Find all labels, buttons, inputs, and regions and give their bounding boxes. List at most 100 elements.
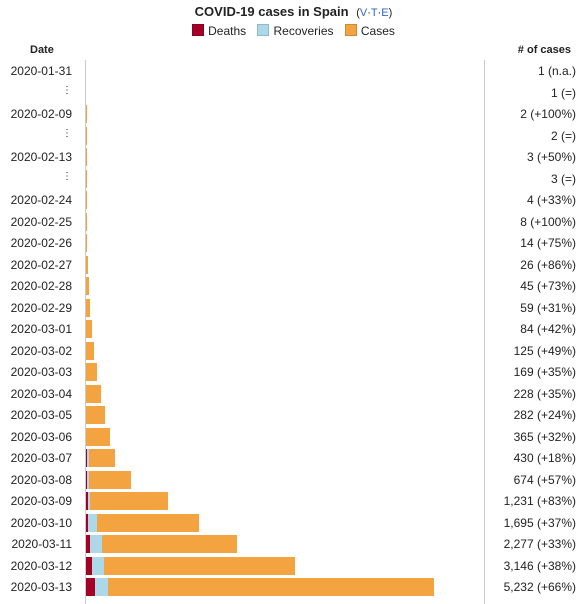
row-case-count: 228 (+35%) [513,386,576,401]
chart-row: 2020-02-09 2 (+100%) [0,103,587,125]
bar-segment-recoveries [89,535,102,553]
chart-row: 2020-01-31 1 (n.a.) [0,60,587,82]
row-date-label: 2020-02-26 [10,236,72,250]
row-date-label: 2020-03-07 [10,451,72,465]
row-case-count: 1 (n.a.) [537,64,576,78]
bar-segment-cases [89,470,131,489]
row-case-count: 45 (+73%) [520,279,576,293]
row-case-count: 84 (+42%) [520,322,576,336]
row-date-label: 2020-03-11 [11,537,73,551]
chart-row: 2020-03-12 3,146 (+38%) [0,555,587,577]
bar-segment-cases [86,427,111,446]
bar-segment-recoveries [91,556,105,575]
stacked-bar [86,341,95,360]
talk-template-link[interactable]: T [370,7,378,19]
vte-separator-1: · [367,7,371,19]
row-date-label: 2020-03-04 [10,386,72,401]
bar-segment-recoveries [94,578,108,596]
chart-legend: Deaths Recoveries Cases [0,24,587,38]
row-date-label: 2020-02-27 [10,257,72,272]
bar-segment-cases [101,535,238,553]
row-case-count: 3 (+50%) [526,150,576,164]
chart-row: 2020-03-06 365 (+32%) [0,426,587,448]
chart-row: 2020-03-01 84 (+42%) [0,318,587,340]
row-date-label: ⋮ [62,84,72,96]
row-case-count: 3,146 (+38%) [503,558,576,573]
legend-item-recoveries: Recoveries [257,24,334,38]
chart-row: 2020-02-26 14 (+75%) [0,232,587,254]
bar-segment-cases [86,384,102,403]
row-case-count: 2 (=) [550,128,576,143]
chart-row: 2020-03-07 430 (+18%) [0,447,587,469]
legend-swatch-deaths [192,24,205,36]
stacked-bar [86,449,115,467]
stacked-bar [86,384,102,403]
bar-segment-recoveries [87,492,91,510]
bar-segment-deaths [86,556,92,575]
stacked-bar [86,470,131,489]
row-case-count: 169 (+35%) [513,365,576,379]
row-case-count: 59 (+31%) [520,300,576,315]
vte-links: (V·T·E) [356,7,393,19]
bar-segment-cases [104,556,296,575]
bar-segment-cases [88,449,115,467]
row-case-count: 2,277 (+33%) [503,537,576,551]
legend-swatch-recoveries [257,24,270,36]
row-date-label: 2020-03-05 [10,408,72,422]
chart-row: 2020-03-05 282 (+24%) [0,404,587,426]
row-date-label: 2020-03-09 [10,494,72,508]
legend-label-recoveries: Recoveries [273,24,334,38]
stacked-bar [86,298,90,317]
bar-segment-deaths [86,470,88,489]
legend-label-cases: Cases [360,24,395,38]
vte-separator-2: · [377,7,382,19]
legend-swatch-cases [344,24,357,36]
chart-row: 2020-02-27 26 (+86%) [0,254,587,276]
legend-item-cases: Cases [344,24,395,38]
bar-segment-cases [86,341,95,360]
row-date-label: 2020-02-29 [10,300,72,315]
bar-segment-deaths [86,513,89,532]
chart-row: 2020-03-04 228 (+35%) [0,383,587,405]
view-template-link[interactable]: V [359,7,368,19]
bar-segment-cases [90,492,168,510]
row-case-count: 430 (+18%) [513,451,576,465]
stacked-bar [86,212,87,231]
bar-segment-deaths [86,578,95,596]
row-date-label: ⋮ [62,127,72,139]
bar-segment-recoveries [88,513,98,532]
row-date-label: 2020-03-08 [10,472,72,487]
row-date-label: 2020-02-24 [10,193,72,207]
stacked-bar [86,535,238,553]
row-case-count: 5,232 (+66%) [503,580,576,594]
legend-item-deaths: Deaths [192,24,246,38]
row-case-count: 674 (+57%) [513,472,576,487]
row-case-count: 1,695 (+37%) [503,515,576,530]
row-date-label: 2020-03-01 [10,322,72,336]
row-date-label: 2020-03-02 [10,343,72,358]
chart-row: 2020-02-13 3 (+50%) [0,146,587,168]
row-date-label: 2020-02-09 [10,107,72,121]
chart-row: 2020-02-29 59 (+31%) [0,297,587,319]
legend-label-deaths: Deaths [208,24,247,38]
chart-row: 2020-03-13 5,232 (+66%) [0,576,587,598]
row-date-label: 2020-02-25 [10,214,72,229]
left-axis-line [85,60,86,604]
chart-title-text: COVID-19 cases in Spain [194,4,349,19]
bar-segment-cases [86,363,98,381]
row-case-count: 26 (+86%) [520,257,576,272]
chart-row: 2020-03-09 1,231 (+83%) [0,490,587,512]
row-date-label: 2020-01-31 [10,64,72,78]
row-case-count: 4 (+33%) [526,193,576,207]
date-column-header: Date [30,44,54,56]
bar-segment-cases [86,234,87,252]
stacked-bar [86,427,111,446]
row-case-count: 3 (=) [550,171,576,186]
stacked-bar [86,277,89,295]
stacked-bar [86,556,296,575]
row-date-label: 2020-03-13 [10,580,72,594]
right-axis-line [484,60,485,604]
edit-template-link[interactable]: E [381,7,389,19]
chart-row: 2020-03-08 674 (+57%) [0,469,587,491]
bar-segment-cases [86,212,87,231]
